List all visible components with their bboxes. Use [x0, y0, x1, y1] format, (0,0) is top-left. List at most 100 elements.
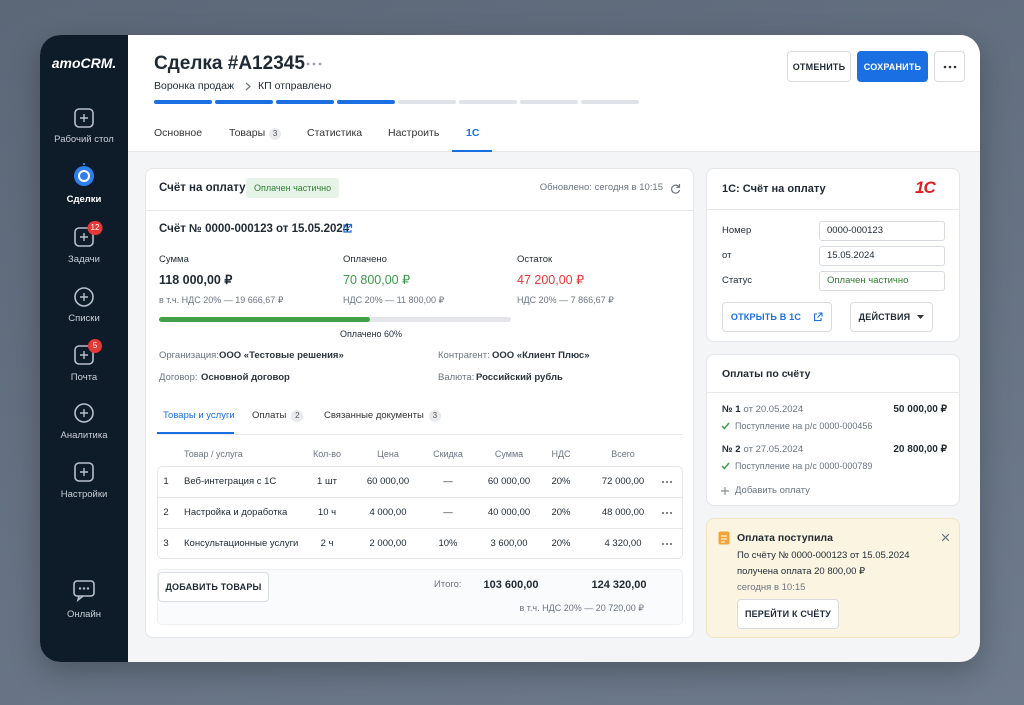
payment-number: № 1: [722, 404, 741, 415]
go-to-invoice-button[interactable]: ПЕРЕЙТИ К СЧЁТУ: [737, 599, 839, 629]
payment-number: № 2: [722, 444, 741, 455]
table-cell: 4 320,00: [604, 538, 642, 549]
tab[interactable]: Настроить: [388, 126, 439, 140]
stage-segment: [398, 100, 456, 104]
sidebar: amoCRM. Онлайн Рабочий стол Сделки Задачи 1…: [40, 35, 128, 662]
external-link-icon[interactable]: [342, 223, 353, 234]
tab-label: 1С: [466, 127, 480, 139]
more-button[interactable]: [934, 51, 965, 82]
deal-title: Сделка #A12345: [154, 53, 305, 74]
summary-vat: НДС 20% — 7 866,67 ₽: [517, 295, 614, 305]
subtab-underline: [157, 432, 234, 434]
nav-label[interactable]: Рабочий стол: [54, 134, 114, 145]
onec-card: 1С: Счёт на оплату 1С Номер 0000-000123 от…: [706, 168, 960, 342]
field-value: Основной договор: [201, 372, 290, 383]
plus-icon: [721, 487, 729, 495]
nav-label[interactable]: Списки: [68, 313, 100, 324]
subtab[interactable]: Товары и услуги: [163, 409, 235, 423]
payment-amount: 50 000,00 ₽: [893, 404, 947, 415]
tab[interactable]: Основное: [154, 126, 202, 140]
table-cell: —: [443, 507, 453, 518]
tab[interactable]: Товары 3: [229, 126, 282, 140]
notification-title: Оплата поступила: [737, 532, 833, 544]
column-header: Товар / услуга: [184, 449, 243, 459]
nav-label[interactable]: Аналитика: [60, 430, 108, 441]
table-cell: 3: [163, 538, 169, 549]
row-menu[interactable]: [661, 542, 673, 546]
input[interactable]: 15.05.2024: [819, 246, 945, 266]
nav-icon: [74, 108, 94, 128]
cancel-button[interactable]: ОТМЕНИТЬ: [787, 51, 851, 82]
nav-icon: [74, 163, 94, 186]
tab-label: Статистика: [307, 127, 363, 139]
invoice-card: Счёт на оплату Оплачен частично Обновлен…: [145, 168, 694, 638]
refresh-icon[interactable]: [670, 183, 681, 194]
add-products-button[interactable]: ДОБАВИТЬ ТОВАРЫ: [158, 572, 269, 602]
table-cell: 10%: [438, 538, 458, 549]
tab[interactable]: Статистика: [307, 126, 362, 140]
nav-icon: [74, 403, 94, 423]
status-chip: Оплачен частично: [246, 178, 340, 198]
stage-segment: [215, 100, 273, 104]
nav-label[interactable]: Почта: [70, 372, 98, 383]
divider: [146, 210, 693, 211]
nav-label[interactable]: Задачи: [68, 254, 100, 265]
button-label: ДЕЙСТВИЯ: [858, 312, 911, 322]
total-all: 124 320,00: [591, 579, 647, 591]
payment-date: от 20.05.2024: [743, 404, 804, 415]
payment-date: от 27.05.2024: [743, 444, 804, 455]
column-header: Цена: [377, 449, 399, 459]
stage-segment: [459, 100, 517, 104]
card-title: Оплаты по счёту: [722, 368, 811, 380]
tab-label: Настроить: [388, 127, 440, 139]
close-icon[interactable]: [942, 534, 949, 541]
table-cell: 48 000,00: [601, 507, 645, 518]
subtab[interactable]: Оплаты 2: [252, 409, 304, 423]
row-menu[interactable]: [661, 511, 673, 515]
invoice-heading: Счёт № 0000-000123 от 15.05.2024: [159, 223, 350, 235]
input-value: Оплачен частично: [827, 275, 909, 286]
table-cell: Веб-интеграция с 1С: [184, 476, 277, 487]
input[interactable]: Оплачен частично: [819, 271, 945, 291]
total-vat: в т.ч. НДС 20% — 20 720,00 ₽: [519, 603, 644, 613]
row-divider: [158, 497, 682, 498]
online-icon: [73, 580, 95, 602]
table-cell: 40 000,00: [487, 507, 531, 518]
summary-label: Остаток: [517, 254, 553, 265]
table-cell: 4 000,00: [369, 507, 407, 518]
tab-badge: 3: [269, 128, 282, 140]
summary-vat: в т.ч. НДС 20% — 19 666,67 ₽: [159, 295, 284, 305]
save-button[interactable]: СОХРАНИТЬ: [857, 51, 928, 82]
column-header: Скидка: [433, 449, 463, 459]
nav-icon: [74, 345, 94, 365]
divider: [707, 392, 959, 393]
field-value: ООО «Клиент Плюс»: [492, 350, 590, 361]
open-1c-button[interactable]: ОТКРЫТЬ В 1С: [722, 302, 832, 332]
table-cell: 2 ч: [320, 538, 334, 549]
updated-text: Обновлено: сегодня в 10:15: [539, 182, 663, 193]
card-title: 1С: Счёт на оплату: [722, 183, 826, 195]
table-cell: 20%: [551, 476, 571, 487]
actions-button[interactable]: ДЕЙСТВИЯ: [850, 302, 933, 332]
input-value: 0000-000123: [827, 225, 883, 236]
breadcrumb-chevron: [245, 82, 251, 91]
stage-segment: [154, 100, 212, 104]
stage-segment: [276, 100, 334, 104]
add-payment[interactable]: Добавить оплату: [735, 485, 810, 496]
payment-title: № 2 от 27.05.2024: [722, 443, 803, 457]
table-cell: Консультационные услуги: [184, 538, 299, 549]
tab[interactable]: 1С: [466, 126, 479, 140]
input[interactable]: 0000-000123: [819, 221, 945, 241]
tab-label: Товары: [229, 127, 266, 139]
app-window: amoCRM. Онлайн Рабочий стол Сделки Задачи 1…: [40, 35, 980, 662]
nav-label[interactable]: Настройки: [60, 489, 108, 500]
notification-line: получена оплата 20 800,00 ₽: [737, 566, 866, 577]
notification-line: сегодня в 10:15: [737, 582, 806, 593]
progress-fill: [159, 317, 371, 322]
logo: amoCRM.: [51, 55, 117, 71]
subtab[interactable]: Связанные документы 3: [324, 409, 441, 423]
table-cell: 2: [163, 507, 169, 518]
row-menu[interactable]: [661, 480, 673, 484]
nav-label[interactable]: Сделки: [66, 194, 102, 205]
subtab-label: Товары и услуги: [163, 410, 235, 421]
